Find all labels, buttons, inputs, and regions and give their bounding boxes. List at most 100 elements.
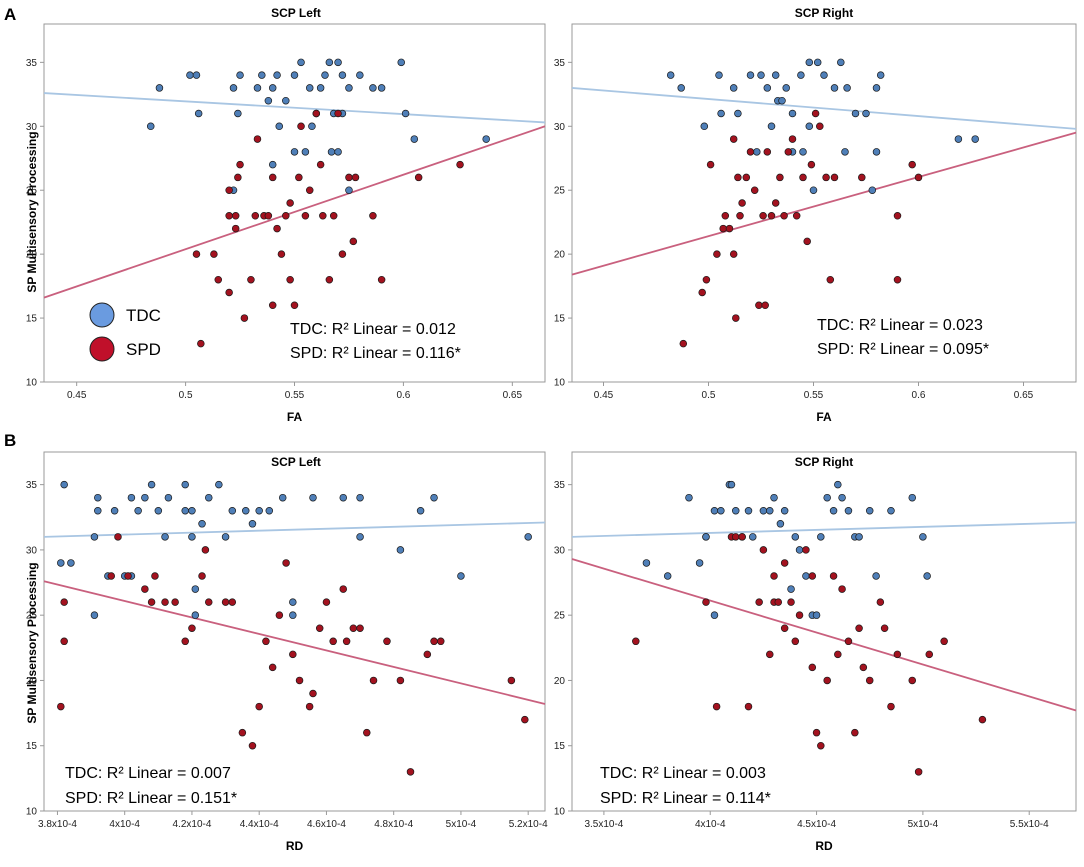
fa-left-spd-point bbox=[329, 212, 338, 220]
rd-right-spd-point bbox=[774, 598, 783, 606]
fa-right-spd-point bbox=[679, 339, 688, 348]
rd-left-y-tick-label: 15 bbox=[26, 741, 38, 752]
rd-right-spd-point bbox=[908, 676, 917, 685]
rd-right-y-tick-label: 30 bbox=[554, 545, 566, 556]
panel-label-b: B bbox=[4, 431, 16, 450]
fa-right-spd-point bbox=[767, 212, 776, 220]
legend-spd-label: SPD bbox=[126, 340, 161, 359]
fa-left-spd-point bbox=[273, 224, 281, 233]
rd-left-tdc-point bbox=[94, 493, 102, 502]
rd-left-spd-point bbox=[275, 611, 284, 619]
rd-left-spd-r2-label: SPD: R² Linear = 0.151* bbox=[65, 790, 237, 807]
fa-left-spd-point bbox=[369, 212, 377, 220]
rd-right-tdc-point bbox=[749, 533, 757, 541]
fa-left-spd-point bbox=[377, 275, 386, 284]
rd-right-tdc-point bbox=[759, 506, 768, 515]
rd-right-spd-point bbox=[834, 650, 842, 659]
fa-right-spd-point bbox=[763, 148, 772, 156]
rd-left-tdc-point bbox=[60, 480, 68, 489]
rd-right-spd-point bbox=[914, 768, 923, 776]
rd-right-spd-point bbox=[812, 728, 821, 737]
fa-left-x-tick-label: 0.65 bbox=[503, 390, 523, 401]
rd-left-spd-point bbox=[396, 676, 405, 685]
rd-right-tdc-point bbox=[685, 493, 693, 502]
fa-right-tdc-point bbox=[717, 109, 725, 118]
fa-left-tdc-point bbox=[253, 84, 262, 92]
fa-left-tdc-point bbox=[369, 84, 377, 92]
fa-right-tdc-point bbox=[788, 109, 797, 118]
fa-right-tdc-point bbox=[841, 148, 849, 156]
fa-left-spd-r2-label: SPD: R² Linear = 0.116* bbox=[290, 345, 461, 362]
rd-right-tdc-point bbox=[791, 533, 800, 541]
rd-left-tdc-point bbox=[215, 480, 223, 489]
rd-left-tdc-point bbox=[181, 506, 189, 515]
rd-left-tdc-point bbox=[339, 493, 348, 502]
fa-right-tdc-point bbox=[830, 84, 839, 92]
rd-left-spd-point bbox=[282, 559, 290, 567]
fa-right-spd-point bbox=[816, 122, 824, 131]
fa-right-spd-point bbox=[799, 173, 807, 182]
rd-left-spd-point bbox=[181, 637, 189, 646]
fa-left-tdc-point bbox=[356, 71, 364, 79]
fa-left-spd-point bbox=[251, 212, 260, 220]
rd-right-tdc-point bbox=[787, 585, 795, 593]
rd-left-spd-point bbox=[147, 598, 156, 606]
rd-left-spd-point bbox=[295, 676, 304, 685]
rd-right-spd-point bbox=[787, 598, 795, 606]
fa-left-tdc-point bbox=[192, 71, 201, 79]
fa-right-spd-point bbox=[750, 186, 759, 194]
rd-left-tdc-point bbox=[94, 506, 102, 515]
rd-left-tdc-point bbox=[205, 493, 213, 502]
fa-right-tdc-point bbox=[862, 109, 870, 118]
rd-right-tdc-point bbox=[919, 533, 927, 541]
fa-left-tdc-point bbox=[301, 148, 310, 156]
fa-left-spd-point bbox=[231, 224, 240, 233]
rd-left-tdc-point bbox=[198, 520, 206, 528]
fa-left-tdc-point bbox=[410, 135, 419, 143]
rd-left-spd-point bbox=[406, 768, 415, 776]
rd-left-tdc-point bbox=[110, 506, 119, 515]
scatter-plot-fa-scp-right: SCP Right FA 10 15 20 25 30 35 0.45 0.5 0.55 0.6 0.6… bbox=[554, 6, 1077, 424]
rd-right-spd-point bbox=[755, 598, 763, 606]
fa-left-tdc-point bbox=[345, 186, 353, 194]
fa-right-spd-point bbox=[759, 212, 767, 220]
fa-left-tdc-point bbox=[297, 58, 305, 67]
rd-left-spd-point bbox=[339, 585, 348, 593]
fa-left-tdc-point bbox=[275, 122, 284, 131]
fa-left-tdc-point bbox=[327, 148, 336, 156]
fa-right-tdc-point bbox=[734, 109, 742, 118]
rd-left-spd-point bbox=[289, 650, 297, 659]
rd-left-spd-point bbox=[430, 637, 438, 646]
rd-left-tdc-point bbox=[309, 493, 317, 502]
rd-right-tdc-point bbox=[776, 520, 785, 528]
rd-left-spd-point bbox=[255, 702, 263, 711]
rd-left-tdc-point bbox=[161, 533, 169, 541]
rd-right-spd-point bbox=[855, 624, 863, 632]
rd-left-spd-point bbox=[114, 533, 122, 541]
fa-right-spd-point bbox=[738, 199, 746, 207]
rd-right-spd-point bbox=[802, 546, 810, 554]
fa-right-y-tick-label: 35 bbox=[554, 58, 566, 69]
fa-right-x-tick-label: 0.65 bbox=[1014, 390, 1034, 401]
rd-right-spd-point bbox=[632, 637, 640, 646]
rd-left-spd-point bbox=[305, 702, 314, 711]
fa-left-tdc-point bbox=[258, 71, 266, 79]
fa-left-spd-point bbox=[414, 173, 423, 182]
fa-right-spd-point bbox=[729, 250, 738, 258]
fa-left-tdc-point bbox=[308, 122, 316, 131]
fa-right-tdc-point bbox=[971, 135, 979, 143]
fa-right-spd-point bbox=[780, 212, 788, 220]
rd-right-plot-frame bbox=[571, 451, 1077, 812]
fa-left-tdc-point bbox=[229, 84, 238, 92]
rd-right-spd-point bbox=[817, 741, 825, 750]
fa-right-spd-point bbox=[736, 212, 744, 220]
fa-left-spd-point bbox=[234, 173, 242, 182]
rd-left-spd-point bbox=[309, 689, 317, 698]
rd-right-y-tick-label: 10 bbox=[554, 807, 566, 818]
fa-left-x-tick-label: 0.5 bbox=[179, 390, 193, 401]
fa-right-spd-point bbox=[755, 301, 763, 310]
rd-right-spd-point bbox=[893, 650, 902, 659]
rd-left-spd-point bbox=[205, 598, 213, 606]
fa-left-tdc-point bbox=[397, 58, 405, 67]
rd-right-spd-point bbox=[829, 572, 838, 580]
